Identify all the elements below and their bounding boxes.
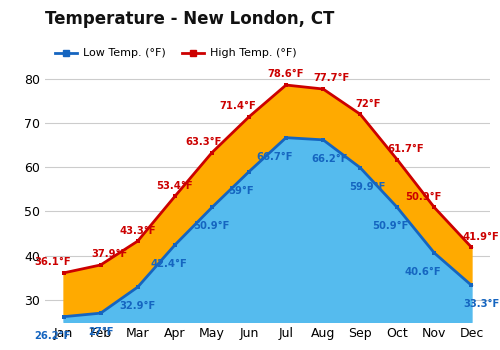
Text: 77.7°F: 77.7°F xyxy=(314,74,350,83)
Text: 32.9°F: 32.9°F xyxy=(120,301,156,311)
Text: 59°F: 59°F xyxy=(228,186,254,196)
Text: 66.7°F: 66.7°F xyxy=(256,152,293,162)
Text: 50.9°F: 50.9°F xyxy=(405,192,442,202)
Text: 27°F: 27°F xyxy=(88,327,114,337)
Text: 50.9°F: 50.9°F xyxy=(372,222,408,231)
Text: Temperature - New London, CT: Temperature - New London, CT xyxy=(45,10,335,28)
Text: 33.3°F: 33.3°F xyxy=(463,299,500,309)
Legend: Low Temp. (°F), High Temp. (°F): Low Temp. (°F), High Temp. (°F) xyxy=(50,44,301,63)
Text: 59.9°F: 59.9°F xyxy=(349,182,386,191)
Text: 61.7°F: 61.7°F xyxy=(388,144,424,154)
Text: 50.9°F: 50.9°F xyxy=(194,222,230,231)
Text: 66.2°F: 66.2°F xyxy=(312,154,348,164)
Text: 36.1°F: 36.1°F xyxy=(34,257,70,267)
Text: 43.3°F: 43.3°F xyxy=(120,225,156,236)
Text: 42.4°F: 42.4°F xyxy=(151,259,188,269)
Text: 40.6°F: 40.6°F xyxy=(405,267,442,277)
Text: 53.4°F: 53.4°F xyxy=(156,181,193,191)
Text: 37.9°F: 37.9°F xyxy=(91,250,127,259)
Text: 26.2°F: 26.2°F xyxy=(34,331,70,341)
Text: 71.4°F: 71.4°F xyxy=(220,101,256,111)
Text: 41.9°F: 41.9°F xyxy=(463,232,500,242)
Text: 78.6°F: 78.6°F xyxy=(268,70,304,79)
Text: 72°F: 72°F xyxy=(356,99,382,108)
Text: 63.3°F: 63.3°F xyxy=(186,137,222,147)
